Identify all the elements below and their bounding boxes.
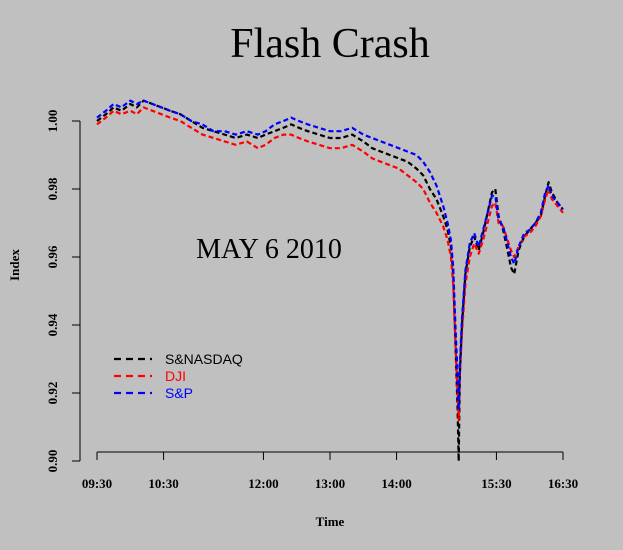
x-tick-label: 09:30	[82, 476, 112, 491]
x-axis: 09:30 10:30 12:00 13:00 14:00 15:30 16:30	[82, 451, 578, 491]
x-tick-label: 15:30	[481, 476, 511, 491]
x-tick-label: 14:00	[381, 476, 411, 491]
chart-annotation: MAY 6 2010	[196, 234, 342, 265]
legend-label-snasdaq: S&NASDAQ	[165, 351, 243, 367]
x-tick-label: 16:30	[548, 476, 578, 491]
x-axis-label: Time	[316, 514, 345, 529]
y-tick-label: 0.96	[45, 245, 60, 268]
y-axis: 0.90 0.92 0.94 0.96 0.98 1.00	[45, 110, 81, 473]
chart-title: Flash Crash	[230, 21, 430, 67]
y-axis-label: Index	[7, 249, 22, 281]
series-layer	[96, 99, 564, 463]
series-line-snasdaq	[96, 99, 564, 463]
series-line-sp	[96, 99, 564, 412]
x-tick-label: 12:00	[248, 476, 278, 491]
x-tick-label: 13:00	[315, 476, 345, 491]
x-tick-label: 10:30	[148, 476, 178, 491]
legend: S&NASDAQ DJI S&P	[114, 351, 243, 401]
y-tick-label: 0.98	[45, 177, 60, 200]
legend-label-sp: S&P	[165, 385, 193, 401]
y-tick-label: 0.94	[45, 313, 60, 336]
legend-label-dji: DJI	[165, 368, 186, 384]
y-tick-label: 1.00	[45, 110, 60, 133]
y-tick-label: 0.92	[45, 382, 60, 405]
series-line-dji	[96, 106, 564, 422]
y-tick-label: 0.90	[45, 450, 60, 473]
